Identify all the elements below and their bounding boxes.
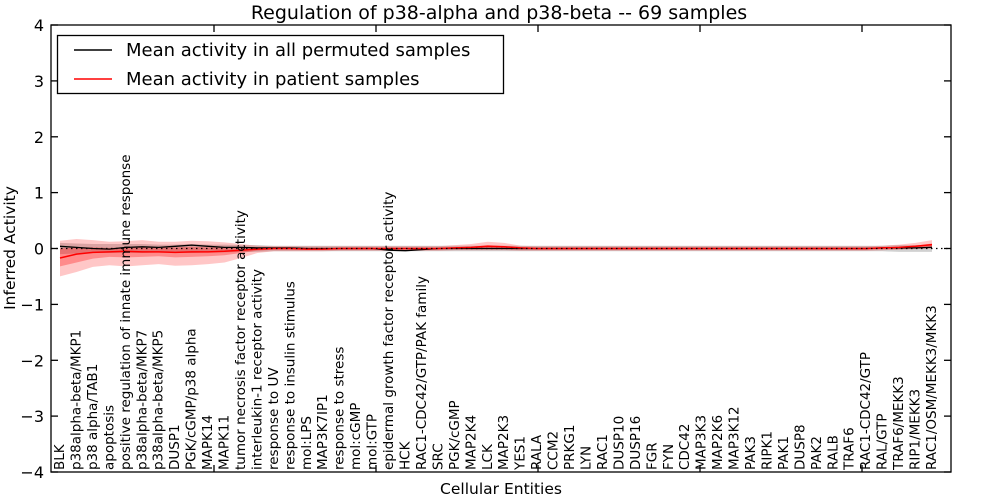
x-category-label: MAP3K7IP1 xyxy=(315,394,331,470)
x-category-label: apoptosis xyxy=(101,405,117,470)
y-axis-label: Inferred Activity xyxy=(1,186,19,310)
x-category-label: FYN xyxy=(661,444,677,470)
x-category-label: MAP2K6 xyxy=(710,415,726,470)
x-category-label: RAL/GTP xyxy=(875,413,891,470)
x-category-label: TRAF6/MEKK3 xyxy=(891,376,907,471)
chart-title: Regulation of p38-alpha and p38-beta -- … xyxy=(251,2,747,24)
x-category-label: FGR xyxy=(644,442,660,470)
x-category-label: epidermal growth factor receptor activit… xyxy=(381,192,397,470)
x-category-label: DUSP8 xyxy=(792,424,808,470)
x-category-label: RIPK1 xyxy=(760,431,776,470)
x-category-label: LCK xyxy=(480,443,496,470)
x-category-label: RIP1/MEKK3 xyxy=(908,389,924,470)
y-tick-label: 2 xyxy=(34,128,44,147)
y-tick-label: 0 xyxy=(34,240,44,259)
x-category-label: MAPK11 xyxy=(217,415,233,470)
legend-label-permuted-samples: Mean activity in all permuted samples xyxy=(126,40,470,61)
y-tick-label: −4 xyxy=(20,463,44,482)
y-tick-label: 3 xyxy=(34,72,44,91)
x-category-label: p38 alpha/TAB1 xyxy=(85,364,101,470)
y-tick-label: −2 xyxy=(20,351,44,370)
x-category-label: mol:LPS xyxy=(299,416,315,470)
x-category-label: RAC1-CDC42/GTP xyxy=(858,352,874,470)
y-tick-label: −3 xyxy=(20,407,44,426)
x-category-label: BLK xyxy=(52,443,68,470)
x-category-label: MAP2K3 xyxy=(496,415,512,470)
x-category-label: RAC1 xyxy=(595,434,611,470)
x-category-label: PAK3 xyxy=(743,436,759,470)
y-tick-label: −1 xyxy=(20,295,44,314)
x-category-label: SRC xyxy=(430,443,446,470)
plot-area: 4 3 2 1 0 −1 −2 −3 −4 BLK p38alpha-beta/MKP1 p38 al… xyxy=(20,16,952,482)
x-category-label: MAP3K12 xyxy=(727,406,743,470)
x-category-label: p38alpha-beta/MKP1 xyxy=(69,330,85,470)
x-category-label: MAP2K4 xyxy=(463,415,479,470)
x-category-label: RALB xyxy=(825,435,841,470)
legend: Mean activity in all permuted samples Me… xyxy=(56,34,505,95)
y-tick-label: 1 xyxy=(34,184,44,203)
legend-label-patient-samples: Mean activity in patient samples xyxy=(126,69,420,90)
x-category-label: CCM2 xyxy=(546,431,562,470)
x-category-label: TRAF6 xyxy=(842,427,858,471)
x-category-label: YES1 xyxy=(513,436,529,471)
x-category-label: mol:GTP xyxy=(365,414,381,470)
x-category-label: response to insulin stimulus xyxy=(282,281,298,470)
x-category-label: LYN xyxy=(579,446,595,470)
x-category-label: PAK2 xyxy=(809,436,825,470)
x-category-label: PAK1 xyxy=(776,436,792,470)
x-category-label: mol:cGMP xyxy=(348,403,364,470)
x-category-label: RAC1/OSM/MEKK3/MKK3 xyxy=(924,305,940,470)
x-category-label: MAPK14 xyxy=(200,415,216,470)
x-category-label: DUSP1 xyxy=(167,424,183,470)
x-category-label: interleukin-1 receptor activity xyxy=(249,269,265,470)
x-category-label: response to UV xyxy=(266,367,282,470)
x-category-label: RAC1-CDC42/GTP/PAK family xyxy=(414,276,430,470)
x-category-label: PRKG1 xyxy=(562,425,578,470)
y-tick-label: 4 xyxy=(34,16,44,35)
x-category-label: CDC42 xyxy=(677,424,693,470)
x-axis-label: Cellular Entities xyxy=(440,480,562,498)
x-category-label: PGK/cGMP/p38 alpha xyxy=(184,328,200,470)
x-category-label: MAP3K3 xyxy=(694,415,710,470)
legend-box xyxy=(56,34,505,95)
x-category-label: tumor necrosis factor receptor activity xyxy=(233,210,249,470)
x-category-label: DUSP10 xyxy=(611,416,627,470)
x-category-label: DUSP16 xyxy=(628,416,644,470)
x-category-label: response to stress xyxy=(332,347,348,470)
x-category-label: PGK/cGMP xyxy=(447,400,463,470)
x-category-label: HCK xyxy=(398,440,414,470)
x-category-label: p38alpha-beta/MKP7 xyxy=(134,330,150,470)
x-category-label: positive regulation of innate immune res… xyxy=(118,154,134,470)
x-category-label: RALA xyxy=(529,434,545,470)
x-category-label: p38alpha-beta/MKP5 xyxy=(151,330,167,470)
